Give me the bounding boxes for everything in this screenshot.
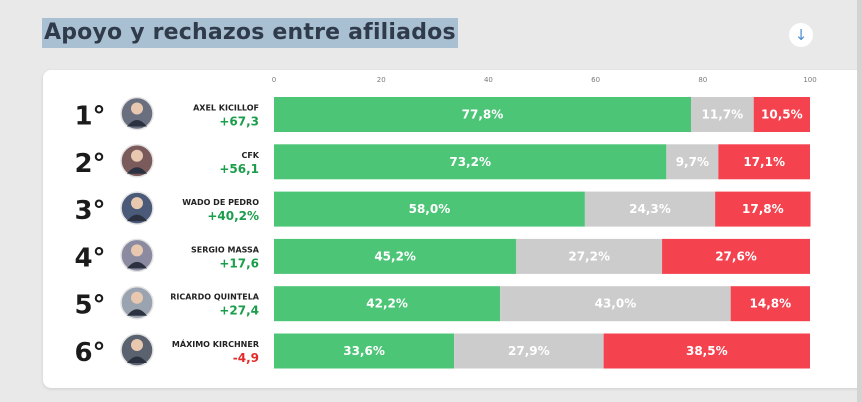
neutral-label: 11,7% — [702, 108, 744, 122]
rank-label: 6° — [74, 338, 105, 368]
x-tick-label: 20 — [377, 76, 386, 84]
neutral-bar — [584, 191, 716, 227]
avatar-face — [131, 339, 143, 351]
support-bar — [274, 333, 455, 369]
support-label: 45,2% — [374, 249, 416, 263]
net-value: +56,1 — [219, 162, 259, 176]
rejection-label: 10,5% — [761, 108, 803, 122]
avatar-face — [131, 149, 143, 162]
rejection-label: 14,8% — [750, 297, 792, 311]
rejection-label: 27,6% — [715, 249, 757, 263]
support-label: 42,2% — [366, 297, 408, 311]
net-value: -4,9 — [233, 351, 259, 365]
rank-label: 4° — [74, 243, 105, 273]
candidate-name: AXEL KICILLOF — [193, 104, 259, 113]
avatar-body — [127, 261, 147, 269]
avatar-body — [127, 120, 147, 127]
avatar-face — [131, 291, 143, 304]
support-label: 58,0% — [409, 202, 451, 216]
neutral-bar — [454, 333, 604, 369]
rejection-label: 17,1% — [743, 155, 785, 169]
rejection-bar — [730, 286, 810, 322]
support-label: 77,8% — [462, 108, 504, 122]
neutral-bar — [500, 286, 731, 322]
arrow-down-icon[interactable]: ↓ — [789, 23, 813, 47]
rank-label: 3° — [74, 196, 105, 226]
net-value: +17,6 — [219, 256, 259, 270]
neutral-label: 43,0% — [595, 297, 637, 311]
avatar-body — [127, 309, 147, 316]
rejection-bar — [603, 333, 810, 369]
neutral-bar — [691, 97, 754, 132]
rank-label: 2° — [74, 149, 105, 179]
neutral-bar — [666, 144, 719, 180]
candidate-name: CFK — [241, 151, 259, 160]
rejection-label: 38,5% — [686, 344, 728, 358]
support-bar — [274, 191, 585, 227]
window-edge — [857, 0, 862, 402]
candidate-name: WADO DE PEDRO — [182, 198, 259, 207]
avatar-face — [131, 197, 143, 210]
net-value: +67,3 — [219, 115, 259, 129]
x-tick-label: 80 — [698, 76, 707, 84]
page-title: Apoyo y rechazos entre afiliados — [44, 20, 456, 45]
rejection-label: 17,8% — [742, 202, 784, 216]
rejection-bar — [662, 238, 810, 274]
support-label: 33,6% — [343, 344, 385, 358]
neutral-label: 27,2% — [568, 249, 610, 263]
support-bar — [274, 144, 667, 180]
net-value: +27,4 — [219, 304, 259, 318]
support-bar — [274, 286, 501, 322]
rejection-bar — [753, 97, 810, 132]
avatar-body — [127, 356, 147, 363]
x-tick-label: 100 — [803, 76, 816, 84]
neutral-label: 9,7% — [676, 155, 709, 169]
title-highlight: Apoyo y rechazos entre afiliados — [42, 18, 458, 48]
x-tick-label: 60 — [591, 76, 600, 84]
support-label: 73,2% — [449, 155, 491, 169]
candidate-name: MÁXIMO KIRCHNER — [172, 338, 259, 349]
rank-label: 5° — [74, 291, 105, 321]
candidate-name: RICARDO QUINTELA — [170, 293, 260, 302]
x-tick-label: 40 — [484, 76, 493, 84]
candidate-name: SERGIO MASSA — [191, 245, 260, 254]
rejection-bar — [715, 191, 811, 227]
avatar-face — [131, 102, 143, 115]
neutral-bar — [516, 238, 663, 274]
support-bar — [274, 97, 692, 132]
neutral-label: 24,3% — [629, 202, 671, 216]
avatar-body — [127, 214, 147, 222]
x-tick-label: 0 — [272, 76, 276, 84]
neutral-label: 27,9% — [508, 344, 550, 358]
net-value: +40,2% — [207, 209, 259, 223]
rejection-bar — [718, 144, 810, 180]
avatar-body — [127, 167, 147, 174]
support-bar — [274, 238, 517, 274]
rank-label: 1° — [74, 102, 105, 132]
avatar-face — [131, 244, 143, 257]
